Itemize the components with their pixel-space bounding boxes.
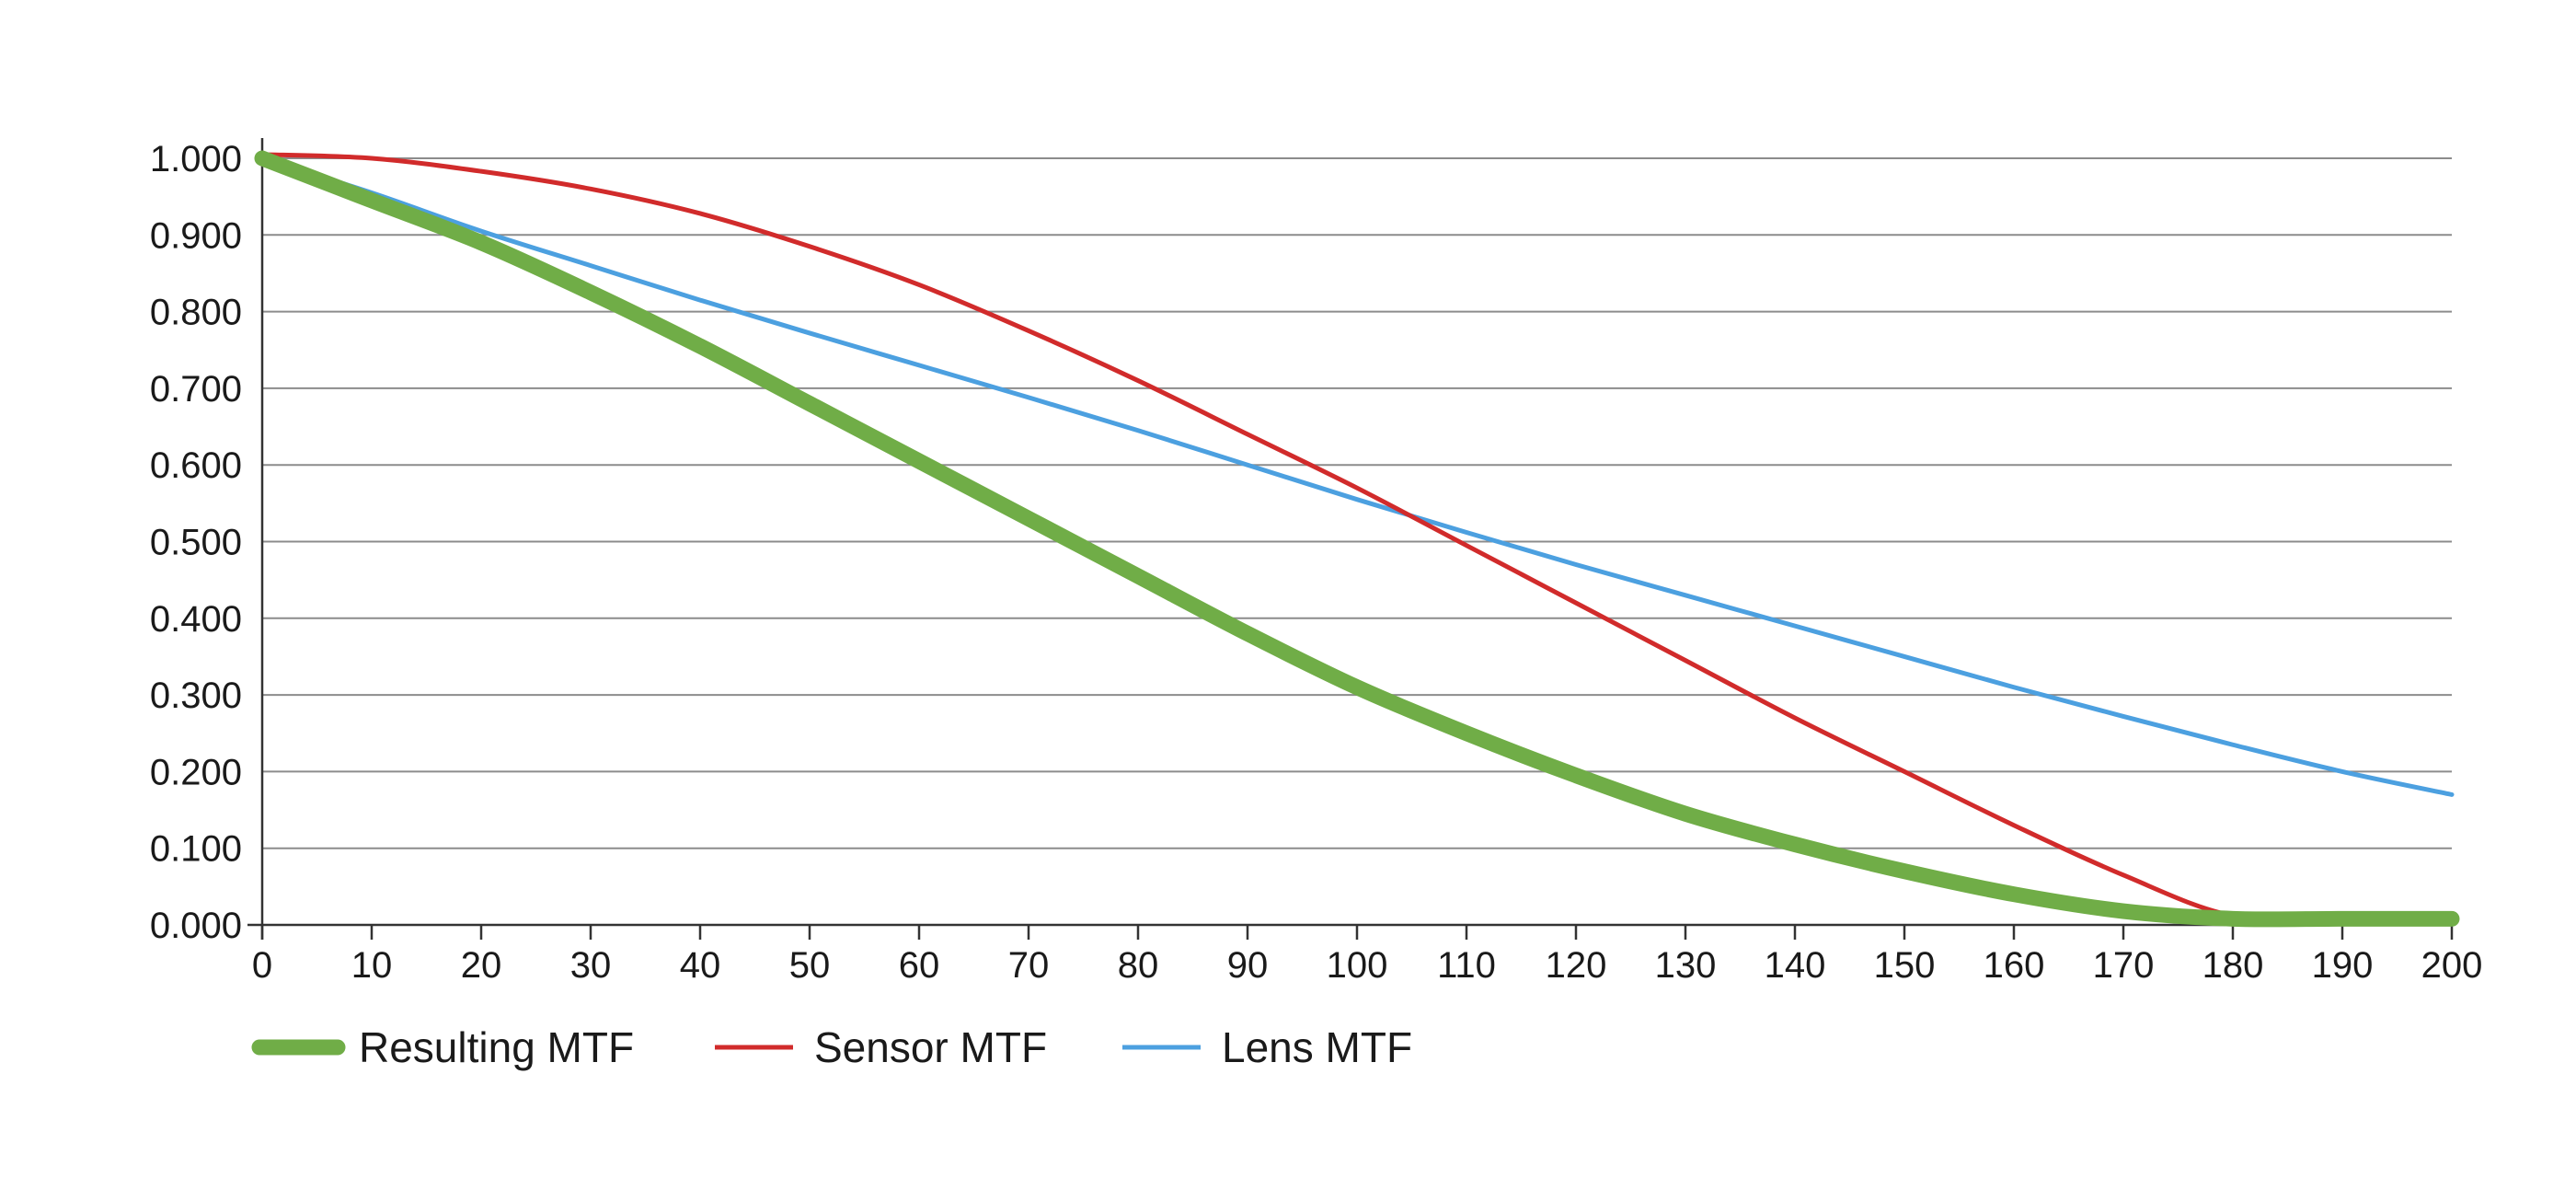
legend-item-sensor-mtf: Sensor MTF xyxy=(715,1023,1047,1071)
y-tick-label: 0.500 xyxy=(150,523,242,563)
x-tick-label: 30 xyxy=(570,945,612,986)
x-tick-label: 160 xyxy=(1984,945,2045,986)
series-line-resulting-mtf xyxy=(254,150,2460,928)
series-line-lens-mtf xyxy=(259,156,2455,797)
x-tick-label: 200 xyxy=(2421,945,2483,986)
y-tick-label: 0.200 xyxy=(150,752,242,792)
y-tick-label: 0.100 xyxy=(150,829,242,870)
x-tick-label: 110 xyxy=(1437,945,1496,986)
legend-label: Resulting MTF xyxy=(359,1023,634,1071)
x-tick-label: 130 xyxy=(1655,945,1717,986)
x-tick-label: 20 xyxy=(461,945,502,986)
y-tick-label: 0.600 xyxy=(150,445,242,486)
x-tick-label: 150 xyxy=(1874,945,1936,986)
legend-item-resulting-mtf: Resulting MTF xyxy=(251,1023,634,1071)
y-tick-label: 0.800 xyxy=(150,293,242,333)
legend-label: Sensor MTF xyxy=(814,1023,1047,1071)
x-tick-label: 190 xyxy=(2312,945,2374,986)
legend: Resulting MTF Sensor MTF Lens MTF xyxy=(251,1023,1412,1071)
x-tick-label: 170 xyxy=(2093,945,2155,986)
x-tick-label: 120 xyxy=(1546,945,1607,986)
x-tick-label: 60 xyxy=(899,945,940,986)
x-tick-label: 40 xyxy=(680,945,721,986)
x-tick-label: 90 xyxy=(1227,945,1269,986)
series-line-sensor-mtf xyxy=(259,152,2455,922)
x-tick-label: 10 xyxy=(351,945,393,986)
grid-layer xyxy=(262,157,2452,849)
series-layer xyxy=(254,150,2460,928)
axis-layer: 0.000 0.100 0.200 0.300 0.400 0.500 0.600 0.700… xyxy=(150,138,2482,986)
x-tick-label: 80 xyxy=(1118,945,1159,986)
y-tick-label: 0.900 xyxy=(150,215,242,256)
legend-label: Lens MTF xyxy=(1222,1023,1412,1071)
x-tick-label: 100 xyxy=(1327,945,1388,986)
x-tick-label: 0 xyxy=(252,945,272,986)
y-tick-label: 1.000 xyxy=(150,139,242,179)
y-tick-label: 0.400 xyxy=(150,599,242,640)
y-tick-label: 0.000 xyxy=(150,906,242,946)
legend-item-lens-mtf: Lens MTF xyxy=(1122,1023,1412,1071)
x-tick-label: 180 xyxy=(2202,945,2264,986)
y-tick-label: 0.300 xyxy=(150,676,242,716)
x-tick-label: 70 xyxy=(1008,945,1050,986)
y-tick-label: 0.700 xyxy=(150,369,242,410)
x-tick-label: 140 xyxy=(1765,945,1826,986)
x-tick-label: 50 xyxy=(789,945,831,986)
